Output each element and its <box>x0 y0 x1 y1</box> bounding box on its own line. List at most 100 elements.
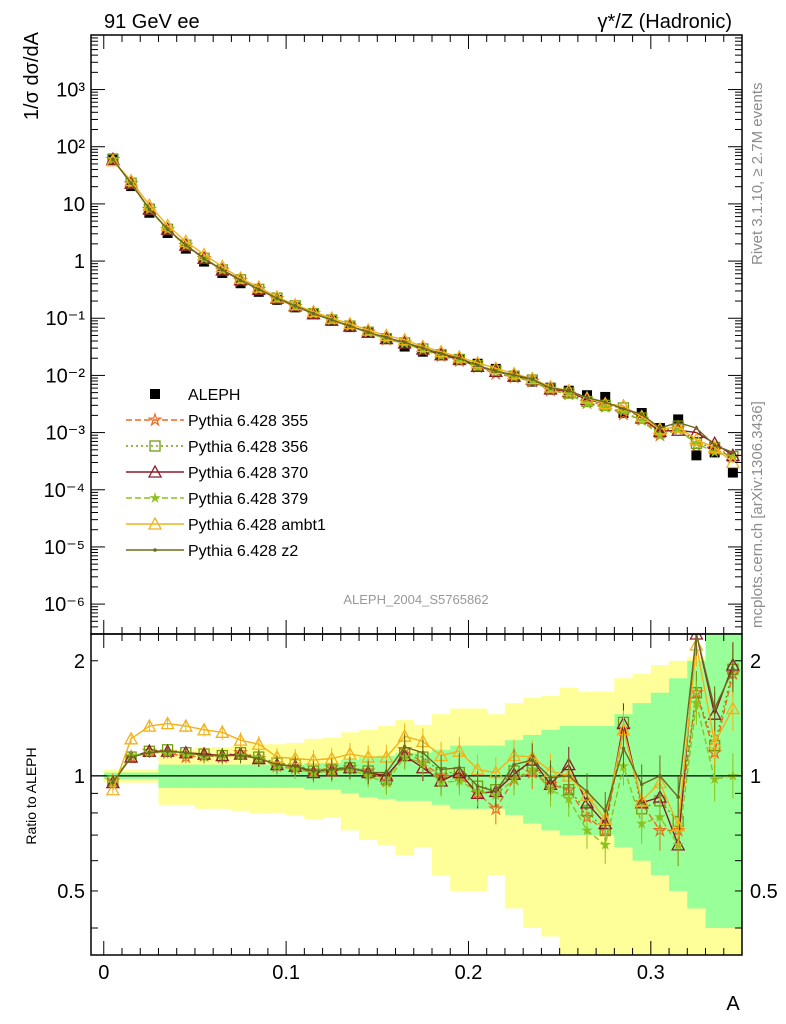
point-ambt1 <box>342 316 358 330</box>
point-z2 <box>566 388 571 393</box>
point-z2 <box>111 157 115 162</box>
point-z2 <box>311 769 316 773</box>
point-z2 <box>548 775 553 780</box>
point-z2 <box>512 373 516 377</box>
point-z2 <box>129 755 133 759</box>
legend-marker <box>147 516 163 530</box>
legend-marker <box>147 464 163 478</box>
point-p379 <box>636 817 648 829</box>
ratio-plot-area <box>91 634 742 955</box>
point-z2 <box>548 386 553 390</box>
point-ambt1 <box>142 718 157 732</box>
ratio-frame <box>90 633 743 956</box>
point-p379 <box>563 388 575 399</box>
y-tick-label: 1 <box>74 766 85 788</box>
point-z2 <box>220 753 225 758</box>
x-tick-label: 0.2 <box>455 962 483 984</box>
y-tick-label-right: 0.5 <box>750 881 778 903</box>
legend-item-ambt1: Pythia 6.428 ambt1 <box>126 516 326 534</box>
point-z2 <box>184 750 188 755</box>
ratio-ylabel: Ratio to ALEPH <box>23 747 39 844</box>
point-z2 <box>366 770 370 775</box>
point-z2 <box>238 753 243 758</box>
point-ALEPH <box>691 450 702 461</box>
point-p379 <box>636 414 648 426</box>
point-z2 <box>585 395 589 400</box>
legend-item-p379: Pythia 6.428 379 <box>126 491 308 508</box>
point-p356 <box>599 399 611 411</box>
point-ambt1 <box>470 355 485 369</box>
point-z2 <box>220 268 225 272</box>
point-p379 <box>563 793 575 804</box>
point-z2 <box>530 377 535 381</box>
point-p379 <box>599 401 611 413</box>
legend-marker <box>153 548 157 552</box>
point-z2 <box>712 706 717 711</box>
point-z2 <box>329 767 334 772</box>
point-z2 <box>348 324 352 328</box>
x-axis-label: A <box>726 993 740 1015</box>
point-p379 <box>727 769 739 781</box>
x-tick-label: 0 <box>98 962 109 984</box>
point-ambt1 <box>652 421 668 435</box>
point-z2 <box>165 227 170 232</box>
point-ambt1 <box>506 366 522 380</box>
point-p379 <box>599 838 611 850</box>
point-z2 <box>202 256 206 261</box>
point-z2 <box>494 369 498 374</box>
point-z2 <box>603 400 608 405</box>
legend-label: Pythia 6.428 355 <box>188 413 308 430</box>
point-z2 <box>421 346 425 350</box>
point-z2 <box>184 243 188 247</box>
point-ambt1 <box>324 310 339 324</box>
point-ambt1 <box>616 398 631 412</box>
point-ambt1 <box>251 736 266 750</box>
point-z2 <box>694 426 699 430</box>
point-ambt1 <box>397 332 412 346</box>
point-ambt1 <box>689 432 704 446</box>
point-ambt1 <box>452 349 467 363</box>
series-z2 <box>111 157 735 455</box>
point-z2 <box>475 784 480 788</box>
series-z2 <box>111 634 735 830</box>
point-ambt1 <box>434 344 449 358</box>
point-z2 <box>603 809 608 813</box>
point-z2 <box>111 780 115 785</box>
legend-marker <box>149 492 161 503</box>
point-ambt1 <box>361 322 376 336</box>
rivet-label: Rivet 3.1.10, ≥ 2.7M events <box>749 83 766 266</box>
x-tick-label: 0.3 <box>637 962 665 984</box>
point-ambt1 <box>178 718 193 732</box>
point-ALEPH <box>727 467 738 478</box>
point-p379 <box>581 824 593 836</box>
main-panel: 10³ 10² 10 1 10⁻¹ 10⁻² 10⁻³ 10⁻⁴ 10⁻⁵ 10⁻⁶ <box>44 34 743 635</box>
point-z2 <box>621 746 626 751</box>
legend-label: Pythia 6.428 ambt1 <box>188 517 326 534</box>
point-z2 <box>384 335 389 340</box>
legend-item-z2: Pythia 6.428 z2 <box>126 543 298 560</box>
point-z2 <box>585 789 589 794</box>
point-z2 <box>366 330 370 335</box>
point-ambt1 <box>379 328 394 342</box>
point-ambt1 <box>124 731 139 745</box>
point-z2 <box>731 450 735 455</box>
point-p355 <box>488 800 504 816</box>
point-z2 <box>457 356 462 361</box>
point-z2 <box>566 774 571 778</box>
point-ambt1 <box>671 818 686 832</box>
x-tick-label: 0.1 <box>272 962 300 984</box>
legend-item-p355: Pythia 6.428 355 <box>126 411 308 430</box>
point-z2 <box>238 278 243 283</box>
point-ambt1 <box>488 360 503 374</box>
point-z2 <box>147 207 152 212</box>
point-ambt1 <box>105 782 120 796</box>
point-z2 <box>439 767 443 772</box>
point-z2 <box>147 750 152 755</box>
point-z2 <box>439 351 443 356</box>
point-p379 <box>690 697 703 708</box>
y-tick-label: 10² <box>56 137 85 159</box>
point-z2 <box>165 749 170 754</box>
mcplots-label: mcplots.cern.ch [arXiv:1306.3436] <box>749 401 766 628</box>
header-right-title: γ*/Z (Hadronic) <box>598 11 732 33</box>
